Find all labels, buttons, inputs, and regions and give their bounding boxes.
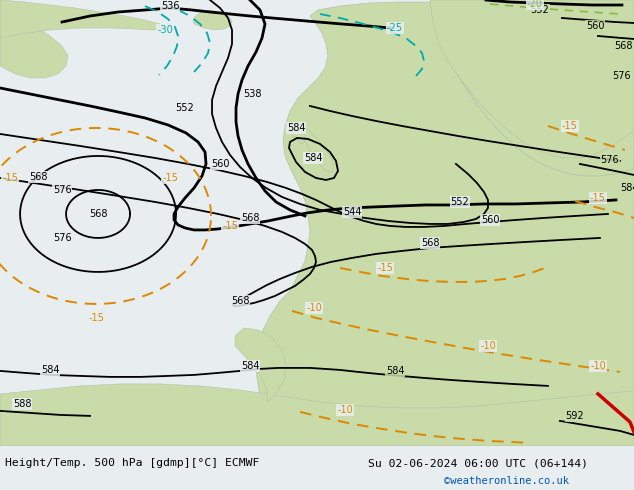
- Polygon shape: [235, 328, 286, 402]
- Text: 538: 538: [243, 89, 261, 99]
- Text: 560: 560: [481, 215, 499, 225]
- Text: -15: -15: [162, 173, 178, 183]
- Text: 536: 536: [161, 1, 179, 11]
- Text: -15: -15: [562, 121, 578, 131]
- Text: -20: -20: [527, 0, 543, 9]
- Text: -30: -30: [157, 25, 173, 35]
- Polygon shape: [0, 0, 68, 78]
- Text: -15: -15: [88, 313, 104, 323]
- Text: 560: 560: [586, 21, 604, 31]
- Text: -15: -15: [222, 221, 238, 231]
- Text: 560: 560: [210, 159, 230, 169]
- Text: -10: -10: [337, 405, 353, 415]
- Text: 592: 592: [566, 411, 585, 421]
- Text: 568: 568: [231, 296, 249, 306]
- Polygon shape: [303, 128, 334, 172]
- Text: 588: 588: [13, 399, 31, 409]
- Text: Su 02-06-2024 06:00 UTC (06+144): Su 02-06-2024 06:00 UTC (06+144): [368, 458, 588, 468]
- Text: -15: -15: [590, 193, 606, 203]
- Text: 568: 568: [241, 213, 259, 223]
- Text: 576: 576: [600, 155, 619, 165]
- Polygon shape: [193, 10, 232, 30]
- Text: 552: 552: [176, 103, 195, 113]
- Text: 576: 576: [612, 71, 631, 81]
- Polygon shape: [255, 0, 634, 446]
- Text: 584: 584: [241, 361, 259, 371]
- Text: 552: 552: [531, 5, 549, 15]
- Text: 568: 568: [29, 172, 48, 182]
- Text: -10: -10: [306, 303, 322, 313]
- Text: -15: -15: [377, 263, 393, 273]
- Polygon shape: [430, 0, 634, 176]
- Text: 568: 568: [615, 41, 633, 51]
- Text: Height/Temp. 500 hPa [gdmp][°C] ECMWF: Height/Temp. 500 hPa [gdmp][°C] ECMWF: [5, 458, 259, 468]
- Text: -10: -10: [590, 361, 606, 371]
- Text: 584: 584: [621, 183, 634, 193]
- Text: 576: 576: [53, 233, 72, 243]
- Polygon shape: [0, 384, 634, 446]
- Text: 584: 584: [287, 123, 305, 133]
- Polygon shape: [290, 124, 305, 144]
- Text: 584: 584: [304, 153, 322, 163]
- Text: -10: -10: [480, 341, 496, 351]
- Polygon shape: [430, 0, 634, 158]
- Text: 568: 568: [421, 238, 439, 248]
- Text: 552: 552: [451, 197, 469, 207]
- Text: ©weatheronline.co.uk: ©weatheronline.co.uk: [444, 476, 569, 486]
- Text: 544: 544: [343, 207, 361, 217]
- Text: -25: -25: [387, 23, 403, 33]
- Text: 584: 584: [385, 366, 404, 376]
- Text: 576: 576: [53, 185, 72, 195]
- Text: 584: 584: [41, 365, 60, 375]
- Text: -15: -15: [2, 173, 18, 183]
- Polygon shape: [0, 0, 165, 38]
- Text: 568: 568: [89, 209, 107, 219]
